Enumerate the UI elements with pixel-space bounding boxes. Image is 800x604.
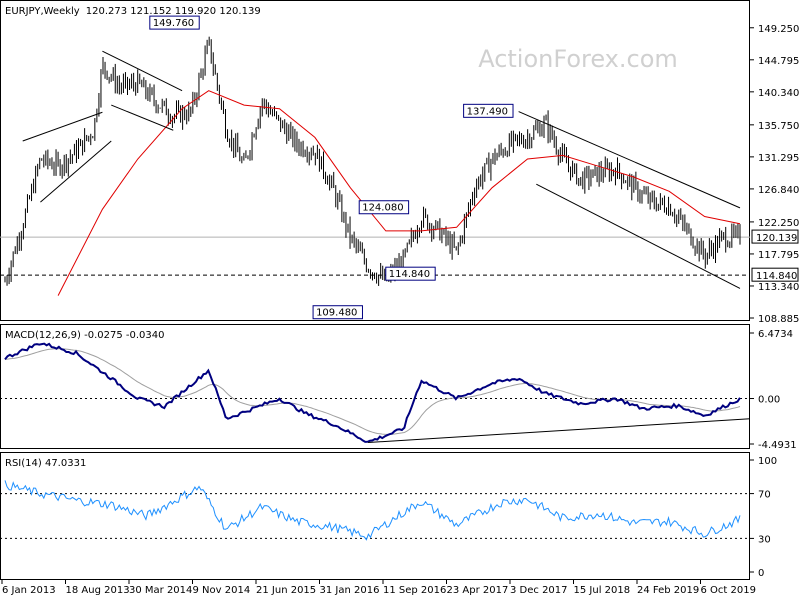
price-box: [751, 229, 799, 244]
watermark: ActionForex.com: [478, 45, 678, 73]
rsi-panel-frame: [0, 452, 750, 580]
price-annotation: 109.480: [312, 305, 363, 320]
price-annotation: 114.840: [385, 266, 436, 281]
price-panel-frame: [0, 0, 750, 321]
y-tick-label: 113.340: [758, 282, 799, 293]
y-tick-label: 144.795: [758, 56, 799, 67]
price-annotations: 149.760 137.490 124.080 114.840 109.480: [149, 15, 514, 320]
y-tick-label: 108.885: [758, 314, 799, 325]
trendline: [518, 111, 741, 209]
moving-average-line: [57, 90, 741, 296]
y-tick-label: 140.340: [758, 88, 799, 99]
price-box-label: 114.840: [756, 271, 797, 282]
annotation-box: [463, 103, 514, 118]
macd-panel-frame: [0, 324, 750, 449]
x-tick-label: 6 Oct 2019: [701, 585, 756, 596]
macd-trendline: [368, 418, 751, 444]
symbol-label: EURJPY,Weekly: [5, 6, 80, 17]
trendline: [40, 140, 112, 203]
macd-lines: [4, 342, 751, 444]
rsi-title: RSI(14) 47.0331: [5, 458, 86, 469]
rsi-line: [4, 480, 741, 541]
x-tick-label: 15 Jul 2018: [574, 585, 631, 596]
annotation-box: [149, 15, 200, 30]
x-tick-label: 24 Feb 2019: [637, 585, 699, 596]
x-tick-label: 9 Nov 2014: [193, 585, 251, 596]
macd-main-line: [4, 342, 741, 443]
y-tick-label: 149.250: [758, 24, 799, 35]
price-box: [751, 267, 799, 282]
ohlc-label: 120.273 121.152 119.920 120.139: [86, 6, 261, 17]
sma-line: [57, 90, 741, 296]
trendline: [111, 104, 174, 131]
rsi-line: [4, 480, 741, 541]
y-tick-label: 122.250: [758, 218, 799, 229]
price-annotation: 149.760: [149, 15, 200, 30]
annotation-label: 149.760: [153, 18, 194, 29]
price-annotation: 137.490: [463, 103, 514, 118]
y-tick-label: 0.00: [758, 395, 780, 406]
x-tick-label: 23 Apr 2017: [447, 585, 509, 596]
x-axis-ticks: 6 Jan 2013 18 Aug 2013 30 Mar 2014 9 Nov 20…: [1, 580, 756, 596]
x-tick-label: 6 Jan 2013: [2, 585, 56, 596]
y-tick-label: 135.750: [758, 121, 799, 132]
y-axis-ticks: 149.250 144.795 140.340 135.750 131.295 126.8…: [750, 24, 799, 579]
trendline: [22, 111, 103, 142]
macd-signal-line: [4, 348, 741, 435]
x-tick-label: 30 Mar 2014: [129, 585, 192, 596]
x-tick-label: 31 Jan 2016: [320, 585, 380, 596]
trendlines: [22, 50, 741, 289]
y-tick-label: 100: [758, 456, 777, 467]
annotation-box: [358, 200, 410, 215]
x-tick-label: 3 Dec 2017: [510, 585, 568, 596]
annotation-label: 109.480: [316, 308, 357, 319]
y-tick-label: 0: [758, 568, 764, 579]
y-tick-label: 6.4734: [758, 329, 793, 340]
chart-title: EURJPY,Weekly 120.273 121.152 119.920 120…: [5, 6, 261, 17]
annotation-label: 114.840: [389, 269, 430, 280]
annotation-label: 124.080: [362, 203, 403, 214]
trendline: [102, 50, 183, 92]
candlestick-series: [4, 36, 741, 286]
price-annotation: 124.080: [358, 200, 410, 215]
y-tick-label: -4.4931: [758, 440, 797, 451]
trendline: [536, 183, 741, 289]
macd-title: MACD(12,26,9) -0.0275 -0.0340: [5, 330, 165, 341]
x-tick-label: 21 Jun 2015: [256, 585, 316, 596]
y-tick-label: 131.295: [758, 153, 799, 164]
x-tick-label: 11 Sep 2016: [383, 585, 446, 596]
y-tick-label: 126.840: [758, 185, 799, 196]
annotation-box: [385, 266, 436, 281]
y-tick-label: 30: [758, 534, 771, 545]
annotation-label: 137.490: [467, 106, 508, 117]
grid-lines: [0, 236, 750, 539]
y-tick-label: 117.795: [758, 250, 799, 261]
price-box-label: 120.139: [756, 233, 797, 244]
annotation-box: [312, 305, 363, 320]
x-tick-label: 18 Aug 2013: [66, 585, 130, 596]
y-tick-label: 70: [758, 490, 771, 501]
